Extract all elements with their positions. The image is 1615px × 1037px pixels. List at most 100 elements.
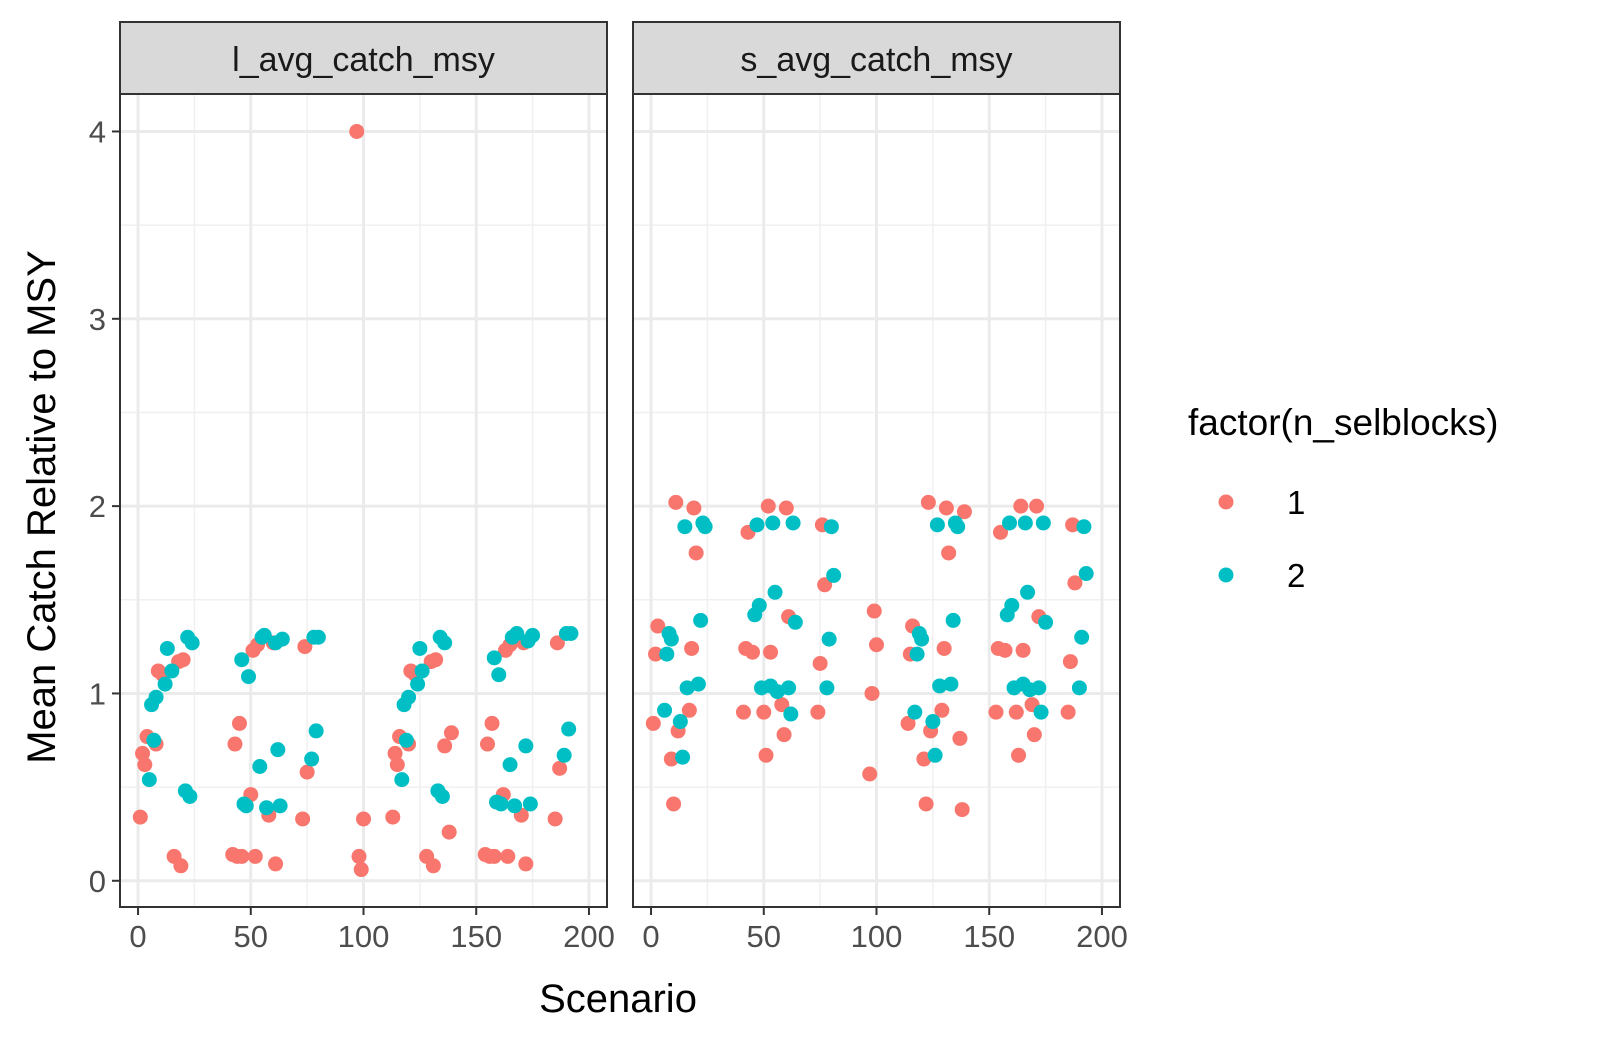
data-point bbox=[518, 738, 534, 754]
strip-background bbox=[119, 21, 608, 95]
data-point bbox=[434, 788, 450, 804]
data-point bbox=[518, 856, 534, 872]
data-point bbox=[146, 732, 162, 748]
data-point bbox=[679, 680, 695, 696]
data-point bbox=[776, 727, 792, 743]
data-point bbox=[677, 519, 693, 535]
data-point bbox=[308, 723, 324, 739]
data-point bbox=[735, 704, 751, 720]
data-point bbox=[522, 796, 538, 812]
y-axis-title: Mean Catch Relative to MSY bbox=[20, 250, 64, 764]
series-2 bbox=[141, 626, 579, 816]
data-point bbox=[950, 519, 966, 535]
data-point bbox=[817, 577, 833, 593]
data-point bbox=[234, 848, 250, 864]
x-tick-label: 200 bbox=[1076, 919, 1128, 954]
data-point bbox=[486, 650, 502, 666]
data-point bbox=[663, 751, 679, 767]
data-point bbox=[1076, 519, 1092, 535]
data-point bbox=[663, 631, 679, 647]
data-point bbox=[668, 494, 684, 510]
strip-label: s_avg_catch_msy bbox=[740, 41, 1012, 79]
data-point bbox=[819, 680, 835, 696]
data-point bbox=[437, 738, 453, 754]
data-point bbox=[1011, 747, 1027, 763]
y-tick-label: 4 bbox=[89, 114, 106, 149]
data-point bbox=[270, 742, 286, 758]
x-tick-label: 100 bbox=[338, 919, 390, 954]
data-point bbox=[749, 517, 765, 533]
data-point bbox=[437, 635, 453, 651]
data-point bbox=[1074, 629, 1090, 645]
data-point bbox=[502, 757, 518, 773]
data-point bbox=[956, 504, 972, 520]
data-point bbox=[943, 676, 959, 692]
data-point bbox=[1029, 498, 1045, 514]
x-tick-label: 200 bbox=[563, 919, 615, 954]
data-point bbox=[507, 798, 523, 814]
data-point bbox=[259, 800, 275, 816]
data-point bbox=[1071, 680, 1087, 696]
data-point bbox=[767, 584, 783, 600]
data-point bbox=[821, 631, 837, 647]
data-point bbox=[744, 644, 760, 660]
data-point bbox=[751, 597, 767, 613]
data-point bbox=[988, 704, 1004, 720]
data-point bbox=[781, 680, 797, 696]
data-point bbox=[1078, 566, 1094, 582]
data-point bbox=[1038, 614, 1054, 630]
data-point bbox=[493, 796, 509, 812]
data-point bbox=[159, 640, 175, 656]
data-point bbox=[783, 706, 799, 722]
data-point bbox=[295, 811, 311, 827]
x-tick-label: 50 bbox=[747, 919, 781, 954]
x-tick-label: 150 bbox=[963, 919, 1015, 954]
data-point bbox=[756, 704, 772, 720]
data-point bbox=[556, 747, 572, 763]
data-point bbox=[241, 669, 257, 685]
data-point bbox=[925, 714, 941, 730]
data-point bbox=[778, 500, 794, 516]
data-point bbox=[1035, 515, 1051, 531]
data-point bbox=[398, 732, 414, 748]
data-point bbox=[932, 678, 948, 694]
data-point bbox=[697, 519, 713, 535]
data-point bbox=[132, 809, 148, 825]
data-point bbox=[760, 498, 776, 514]
data-point bbox=[1017, 515, 1033, 531]
data-point bbox=[929, 517, 945, 533]
data-point bbox=[785, 515, 801, 531]
data-point bbox=[659, 646, 675, 662]
data-point bbox=[1033, 704, 1049, 720]
data-point bbox=[927, 747, 943, 763]
data-point bbox=[414, 663, 430, 679]
data-point bbox=[688, 545, 704, 561]
data-point bbox=[410, 676, 426, 692]
panel-2: s_avg_catch_msy 0 50 100 150 200 bbox=[632, 21, 1128, 954]
data-point bbox=[500, 848, 516, 864]
data-point bbox=[763, 644, 779, 660]
data-point bbox=[247, 848, 263, 864]
data-point bbox=[148, 689, 164, 705]
data-point bbox=[231, 715, 247, 731]
data-point bbox=[672, 714, 688, 730]
data-point bbox=[480, 736, 496, 752]
data-point bbox=[547, 811, 563, 827]
x-axis-title: Scenario bbox=[539, 977, 697, 1021]
x-tick-label: 0 bbox=[129, 919, 146, 954]
data-point bbox=[252, 759, 268, 775]
data-point bbox=[1020, 584, 1036, 600]
y-tick-label: 0 bbox=[89, 864, 106, 899]
data-point bbox=[826, 567, 842, 583]
data-point bbox=[810, 704, 826, 720]
data-point bbox=[135, 745, 151, 761]
data-point bbox=[1013, 498, 1029, 514]
data-point bbox=[141, 772, 157, 788]
data-point bbox=[182, 788, 198, 804]
data-point bbox=[650, 618, 666, 634]
data-point bbox=[353, 862, 369, 878]
data-point bbox=[686, 500, 702, 516]
data-point bbox=[525, 627, 541, 643]
data-point bbox=[918, 796, 934, 812]
